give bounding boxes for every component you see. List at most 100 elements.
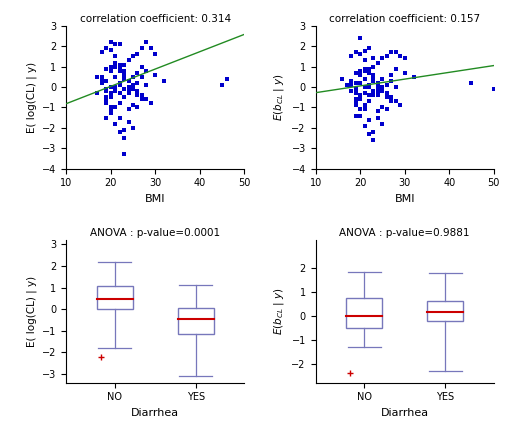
Point: [352, 102, 360, 109]
Point: [124, 106, 132, 113]
Point: [116, 61, 124, 68]
Point: [102, 100, 110, 107]
Point: [490, 86, 498, 92]
Title: ANOVA : p-value=0.9881: ANOVA : p-value=0.9881: [340, 228, 470, 238]
Point: [360, 90, 369, 97]
Point: [343, 82, 351, 89]
Point: [352, 69, 360, 76]
Point: [120, 126, 128, 133]
Point: [120, 71, 128, 78]
Point: [124, 90, 132, 97]
Point: [129, 86, 137, 92]
Point: [124, 57, 132, 64]
Point: [365, 92, 373, 98]
Point: [98, 77, 106, 84]
Point: [360, 102, 369, 109]
Point: [374, 80, 382, 86]
Point: [129, 102, 137, 109]
Point: [151, 71, 159, 78]
Point: [387, 71, 395, 78]
Point: [129, 124, 137, 131]
Point: [111, 104, 119, 111]
Point: [356, 51, 364, 58]
Point: [116, 41, 124, 48]
Title: correlation coefficient: 0.314: correlation coefficient: 0.314: [80, 14, 231, 24]
Point: [151, 51, 159, 58]
Point: [370, 71, 378, 78]
Point: [401, 55, 409, 62]
Point: [102, 94, 110, 101]
Point: [356, 80, 364, 86]
Point: [116, 129, 124, 135]
Point: [360, 65, 369, 72]
Point: [102, 98, 110, 104]
Point: [116, 90, 124, 97]
Point: [396, 102, 404, 109]
Point: [124, 88, 132, 95]
Point: [93, 74, 101, 80]
Point: [138, 92, 146, 98]
Point: [98, 74, 106, 80]
Point: [365, 65, 373, 72]
Title: ANOVA : p-value=0.0001: ANOVA : p-value=0.0001: [90, 228, 220, 238]
Y-axis label: E( log(CL) | y): E( log(CL) | y): [26, 276, 37, 347]
X-axis label: BMI: BMI: [145, 194, 165, 204]
Point: [347, 88, 355, 95]
Bar: [97, 286, 133, 309]
Point: [124, 77, 132, 84]
Point: [102, 86, 110, 92]
Point: [120, 75, 128, 82]
Point: [352, 112, 360, 119]
Point: [360, 67, 369, 74]
Point: [365, 69, 373, 76]
Point: [124, 118, 132, 125]
Point: [370, 55, 378, 62]
Point: [111, 63, 119, 70]
Point: [111, 104, 119, 111]
Point: [120, 69, 128, 76]
Point: [383, 94, 391, 101]
Point: [352, 80, 360, 86]
Point: [133, 88, 142, 95]
Point: [378, 83, 386, 90]
Point: [365, 83, 373, 90]
Point: [347, 53, 355, 60]
Bar: [346, 298, 382, 328]
Point: [392, 83, 400, 90]
Point: [374, 82, 382, 89]
Point: [133, 51, 142, 58]
Point: [378, 88, 386, 95]
Point: [106, 108, 115, 115]
Point: [111, 53, 119, 60]
Bar: [178, 308, 214, 334]
Point: [142, 67, 150, 74]
Point: [124, 77, 132, 84]
Point: [129, 53, 137, 60]
Point: [352, 100, 360, 107]
Point: [392, 49, 400, 56]
Point: [378, 83, 386, 90]
Point: [356, 96, 364, 103]
Point: [370, 137, 378, 144]
Point: [356, 106, 364, 113]
Title: correlation coefficient: 0.157: correlation coefficient: 0.157: [329, 14, 480, 24]
Point: [147, 100, 155, 107]
Point: [133, 80, 142, 86]
Point: [356, 92, 364, 98]
Point: [120, 86, 128, 92]
Point: [409, 74, 417, 80]
X-axis label: Diarrhea: Diarrhea: [131, 408, 179, 418]
Point: [374, 108, 382, 115]
Point: [374, 114, 382, 121]
Point: [374, 92, 382, 98]
Point: [142, 82, 150, 89]
Point: [374, 88, 382, 95]
Point: [365, 98, 373, 104]
Bar: [427, 301, 463, 321]
Point: [370, 92, 378, 98]
Point: [338, 75, 346, 82]
Point: [129, 74, 137, 80]
Point: [356, 71, 364, 78]
Point: [356, 34, 364, 41]
Point: [106, 39, 115, 46]
